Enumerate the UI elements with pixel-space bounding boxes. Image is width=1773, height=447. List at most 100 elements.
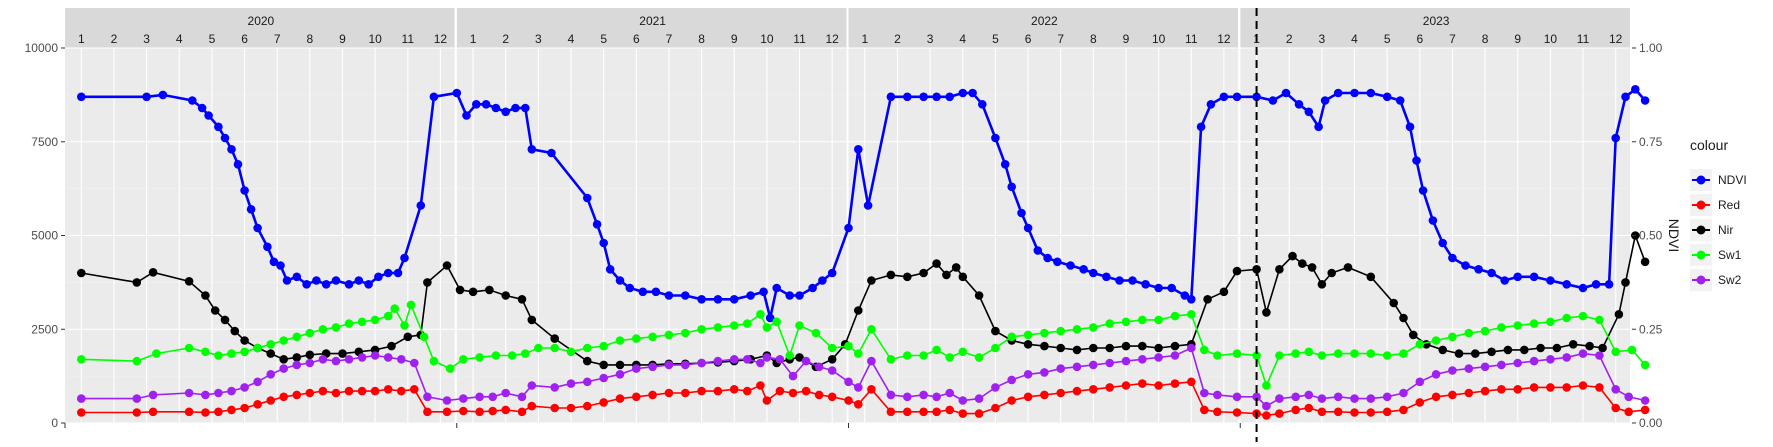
point-nir (1640, 257, 1650, 267)
point-ndvi (344, 280, 354, 289)
point-red (1056, 388, 1065, 398)
point-red (1304, 403, 1314, 413)
legend-key-dot (1696, 200, 1706, 210)
point-sw2 (886, 390, 896, 400)
point-ndvi (991, 133, 1000, 143)
point-red (762, 396, 772, 405)
point-ndvi (1294, 100, 1304, 109)
point-ndvi (785, 291, 794, 300)
year-strip (848, 8, 1239, 48)
point-red (1513, 385, 1522, 394)
point-ndvi (214, 122, 223, 132)
point-nir (1105, 343, 1114, 353)
point-ndvi (1461, 261, 1470, 270)
point-red (681, 388, 690, 398)
month-label: 6 (241, 32, 248, 46)
y2-axis-title: NDVI (1666, 219, 1682, 252)
point-ndvi (1428, 216, 1438, 225)
point-red (1640, 405, 1650, 415)
point-sw1 (664, 330, 674, 340)
point-sw2 (305, 358, 315, 368)
point-nir (991, 326, 1000, 336)
point-red (1089, 385, 1098, 394)
point-sw2 (184, 388, 194, 398)
point-ndvi (1640, 96, 1650, 105)
point-red (240, 403, 249, 413)
point-ndvi (1604, 280, 1614, 289)
point-red (488, 406, 498, 416)
point-ndvi (1102, 272, 1111, 282)
point-red (756, 381, 765, 390)
point-ndvi (795, 291, 804, 300)
point-sw1 (1448, 332, 1457, 342)
point-sw2 (279, 364, 289, 373)
point-ndvi (227, 145, 236, 154)
point-sw1 (1200, 345, 1209, 355)
point-sw1 (227, 349, 236, 358)
point-sw1 (77, 355, 86, 364)
point-nir (1288, 251, 1297, 261)
point-sw1 (305, 328, 315, 338)
point-sw1 (1640, 360, 1650, 370)
point-sw1 (459, 355, 468, 364)
y-tick-label: 5000 (31, 229, 58, 243)
point-sw2 (1640, 396, 1650, 405)
point-sw2 (1382, 392, 1392, 402)
month-label: 4 (1351, 32, 1358, 46)
point-sw2 (788, 371, 798, 381)
point-sw2 (1464, 364, 1474, 373)
point-ndvi (599, 238, 608, 248)
point-nir (1552, 343, 1562, 353)
point-nir (867, 276, 876, 285)
point-ndvi (1000, 160, 1010, 169)
point-red (344, 386, 354, 396)
month-label: 2 (894, 32, 901, 46)
point-ndvi (527, 145, 537, 154)
point-sw1 (1415, 340, 1425, 349)
point-sw2 (932, 392, 941, 402)
point-sw2 (1366, 394, 1376, 403)
point-sw1 (318, 325, 328, 334)
point-ndvi (1333, 88, 1343, 98)
month-label: 12 (825, 32, 839, 46)
point-ndvi (1487, 268, 1496, 278)
point-sw2 (240, 383, 249, 392)
point-ndvi (1043, 253, 1052, 263)
point-ndvi (919, 92, 928, 102)
point-ndvi (772, 283, 781, 293)
point-red (1431, 392, 1441, 402)
point-red (566, 403, 576, 413)
point-nir (1170, 341, 1180, 351)
point-sw2 (1170, 351, 1180, 360)
point-nir (903, 272, 912, 282)
legend-title: colour (1690, 137, 1728, 153)
point-red (1350, 408, 1359, 417)
point-ndvi (220, 133, 230, 143)
point-red (1546, 383, 1555, 392)
point-red (132, 408, 142, 417)
point-red (583, 401, 592, 411)
point-nir (1454, 349, 1464, 358)
point-ndvi (1232, 92, 1242, 102)
point-ndvi (158, 90, 168, 100)
point-nir (292, 353, 302, 362)
point-red (227, 405, 236, 415)
point-sw2 (253, 377, 262, 387)
point-sw2 (729, 355, 739, 364)
point-ndvi (1115, 276, 1124, 285)
point-sw1 (279, 336, 289, 345)
point-ndvi (269, 257, 279, 267)
month-label: 8 (307, 32, 314, 46)
point-sw2 (1578, 349, 1588, 358)
point-sw1 (903, 351, 912, 360)
point-sw1 (945, 353, 954, 362)
point-sw2 (1023, 370, 1033, 379)
point-ndvi (1320, 96, 1330, 105)
point-sw1 (357, 317, 367, 327)
point-sw1 (266, 340, 276, 349)
point-sw2 (488, 392, 498, 402)
point-sw2 (743, 355, 752, 364)
point-ndvi (246, 205, 256, 214)
point-sw2 (201, 390, 210, 400)
